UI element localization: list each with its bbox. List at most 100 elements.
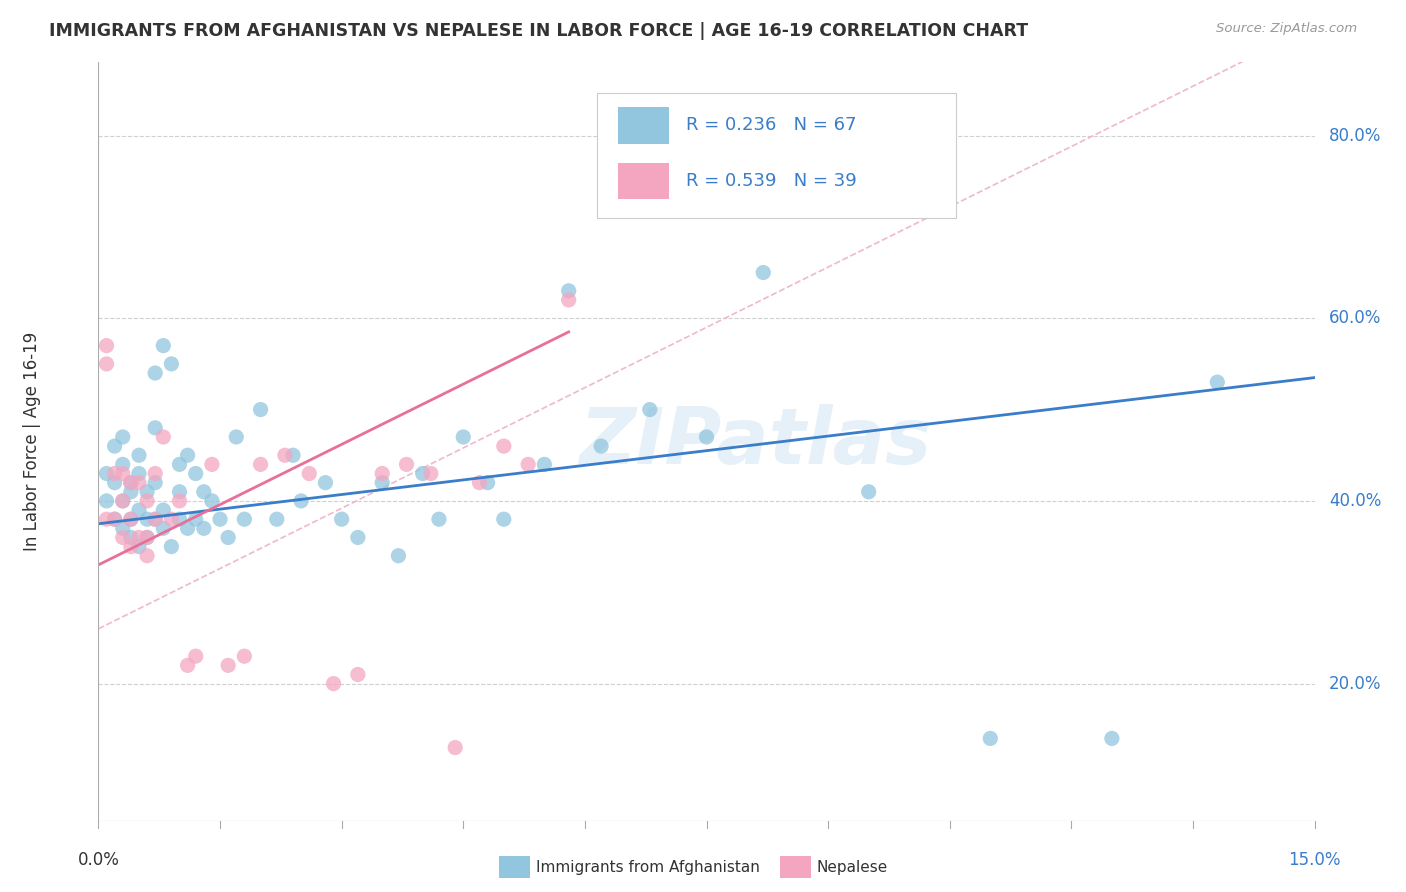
Point bbox=[696, 430, 718, 444]
Point bbox=[979, 731, 1001, 746]
Bar bbox=[617, 107, 669, 144]
Point bbox=[111, 430, 134, 444]
Point bbox=[152, 430, 174, 444]
Point bbox=[176, 448, 198, 462]
Point bbox=[419, 467, 441, 481]
Text: Source: ZipAtlas.com: Source: ZipAtlas.com bbox=[1216, 22, 1357, 36]
Point bbox=[136, 549, 159, 563]
Point bbox=[96, 338, 118, 352]
Point bbox=[225, 430, 247, 444]
Point bbox=[120, 484, 142, 499]
Point bbox=[176, 658, 198, 673]
Text: 0.0%: 0.0% bbox=[77, 851, 120, 869]
Point bbox=[266, 512, 288, 526]
Point bbox=[136, 494, 159, 508]
Point bbox=[136, 484, 159, 499]
Point bbox=[111, 458, 134, 472]
Point bbox=[233, 649, 256, 664]
Point bbox=[169, 458, 191, 472]
Point bbox=[96, 512, 118, 526]
Point bbox=[152, 503, 174, 517]
Point bbox=[120, 531, 142, 545]
Point bbox=[533, 458, 555, 472]
Point bbox=[96, 494, 118, 508]
Point bbox=[217, 658, 239, 673]
Point bbox=[1101, 731, 1123, 746]
Point bbox=[136, 531, 159, 545]
Point bbox=[152, 521, 174, 535]
Point bbox=[591, 439, 613, 453]
Point bbox=[104, 512, 127, 526]
Point bbox=[120, 512, 142, 526]
Point bbox=[322, 676, 344, 690]
Point bbox=[111, 521, 134, 535]
Point bbox=[136, 531, 159, 545]
Point bbox=[111, 494, 134, 508]
Point bbox=[104, 439, 127, 453]
Point bbox=[290, 494, 312, 508]
Point bbox=[120, 475, 142, 490]
Point bbox=[160, 357, 183, 371]
FancyBboxPatch shape bbox=[598, 93, 956, 218]
Point bbox=[128, 503, 150, 517]
Point bbox=[557, 284, 579, 298]
Point bbox=[193, 521, 215, 535]
Text: R = 0.236   N = 67: R = 0.236 N = 67 bbox=[686, 116, 856, 135]
Point bbox=[298, 467, 321, 481]
Point bbox=[371, 475, 394, 490]
Point bbox=[111, 531, 134, 545]
Point bbox=[184, 467, 207, 481]
Point bbox=[128, 531, 150, 545]
Text: 20.0%: 20.0% bbox=[1329, 674, 1382, 692]
Point bbox=[201, 494, 224, 508]
Point bbox=[96, 467, 118, 481]
Point bbox=[184, 512, 207, 526]
Point bbox=[169, 484, 191, 499]
Point bbox=[444, 740, 467, 755]
Point bbox=[201, 458, 224, 472]
Point bbox=[96, 357, 118, 371]
Point bbox=[143, 512, 166, 526]
Point bbox=[184, 649, 207, 664]
Point bbox=[160, 512, 183, 526]
Point bbox=[453, 430, 475, 444]
Point bbox=[274, 448, 297, 462]
Point bbox=[492, 439, 515, 453]
Point bbox=[347, 667, 370, 681]
Point bbox=[143, 421, 166, 435]
Point bbox=[104, 475, 127, 490]
Point bbox=[120, 512, 142, 526]
Point bbox=[128, 475, 150, 490]
Point bbox=[412, 467, 434, 481]
Point bbox=[638, 402, 661, 417]
Bar bbox=[617, 162, 669, 199]
Point bbox=[427, 512, 450, 526]
Point bbox=[233, 512, 256, 526]
Point bbox=[160, 540, 183, 554]
Point bbox=[111, 494, 134, 508]
Point bbox=[209, 512, 232, 526]
Point bbox=[517, 458, 540, 472]
Point bbox=[128, 448, 150, 462]
Text: IMMIGRANTS FROM AFGHANISTAN VS NEPALESE IN LABOR FORCE | AGE 16-19 CORRELATION C: IMMIGRANTS FROM AFGHANISTAN VS NEPALESE … bbox=[49, 22, 1028, 40]
Point bbox=[104, 467, 127, 481]
Point bbox=[143, 366, 166, 380]
Point bbox=[128, 540, 150, 554]
Point bbox=[176, 521, 198, 535]
Point bbox=[143, 475, 166, 490]
Point bbox=[492, 512, 515, 526]
Point bbox=[128, 467, 150, 481]
Text: R = 0.539   N = 39: R = 0.539 N = 39 bbox=[686, 172, 856, 191]
Point bbox=[858, 484, 880, 499]
Point bbox=[169, 512, 191, 526]
Text: Immigrants from Afghanistan: Immigrants from Afghanistan bbox=[536, 860, 759, 874]
Text: 40.0%: 40.0% bbox=[1329, 491, 1382, 510]
Point bbox=[136, 512, 159, 526]
Text: 80.0%: 80.0% bbox=[1329, 127, 1382, 145]
Point bbox=[217, 531, 239, 545]
Point bbox=[468, 475, 491, 490]
Text: Nepalese: Nepalese bbox=[817, 860, 889, 874]
Text: 60.0%: 60.0% bbox=[1329, 310, 1382, 327]
Point bbox=[330, 512, 353, 526]
Point bbox=[281, 448, 304, 462]
